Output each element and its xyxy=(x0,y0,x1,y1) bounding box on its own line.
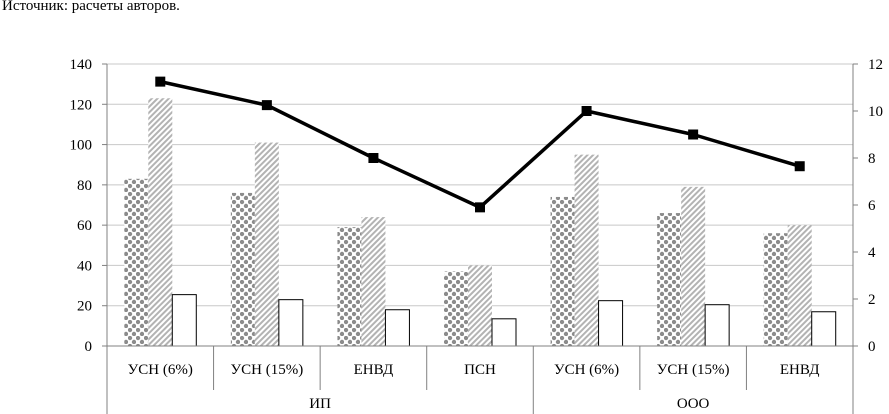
bar-hatched xyxy=(574,154,599,346)
line-marker xyxy=(475,202,485,213)
line-marker xyxy=(261,100,272,111)
category-label: ЕНВД xyxy=(780,362,820,378)
bar-white xyxy=(171,294,197,347)
category-label: УСН (15%) xyxy=(657,362,730,378)
bar-white xyxy=(811,311,837,347)
bar-white xyxy=(384,309,410,347)
bar-hatched xyxy=(361,217,386,346)
group-label: ООО xyxy=(677,396,710,412)
line-marker xyxy=(794,161,805,172)
bar-dotted xyxy=(657,213,682,346)
category-label: ЕНВД xyxy=(354,362,394,378)
bar-dotted xyxy=(444,271,468,346)
line-marker xyxy=(155,76,166,87)
bar-dotted xyxy=(337,227,362,346)
bar-dotted xyxy=(763,233,788,346)
group-label: ИП xyxy=(309,396,331,412)
bar-white xyxy=(491,318,517,347)
left-tick-label: 40 xyxy=(77,258,92,274)
bar-dotted xyxy=(550,196,575,346)
category-label: УСН (15%) xyxy=(231,362,304,378)
right-tick-label: 2 xyxy=(868,292,876,308)
bar-dotted xyxy=(230,192,255,346)
right-tick-label: 4 xyxy=(868,245,876,261)
axis-labels: 0 20 40 60 80 100 120 140 0 2 4 6 8 10 12 УСН (6%) УСН (… xyxy=(70,57,884,412)
left-tick-label: 140 xyxy=(70,57,93,73)
line-series xyxy=(155,76,805,213)
bar-dotted xyxy=(124,178,149,346)
bar-hatched xyxy=(681,186,706,346)
left-tick-label: 60 xyxy=(77,218,92,234)
left-tick-label: 80 xyxy=(77,178,92,194)
right-tick-label: 0 xyxy=(868,339,876,355)
right-tick-label: 6 xyxy=(868,198,876,214)
line-marker xyxy=(368,153,379,163)
left-tick-label: 20 xyxy=(77,299,92,315)
right-tick-label: 8 xyxy=(868,151,876,167)
bar-white xyxy=(278,299,304,347)
right-tick-label: 10 xyxy=(868,104,883,120)
right-tick-label: 12 xyxy=(868,57,883,73)
axes xyxy=(102,63,858,414)
bars xyxy=(124,98,837,347)
category-label: УСН (6%) xyxy=(128,362,193,378)
bar-hatched xyxy=(254,142,279,346)
bar-white xyxy=(704,304,730,347)
source-note: Источник: расчеты авторов. xyxy=(2,0,180,14)
bar-hatched xyxy=(148,98,173,346)
bar-white xyxy=(598,300,624,347)
left-tick-label: 0 xyxy=(85,339,93,355)
line-marker xyxy=(581,106,592,116)
bar-hatched xyxy=(787,225,812,346)
left-tick-label: 100 xyxy=(70,138,93,154)
line-marker xyxy=(688,129,699,140)
category-label: УСН (6%) xyxy=(554,362,619,378)
left-tick-label: 120 xyxy=(70,97,93,113)
bar-hatched xyxy=(468,265,492,346)
category-label: ПСН xyxy=(464,362,496,378)
